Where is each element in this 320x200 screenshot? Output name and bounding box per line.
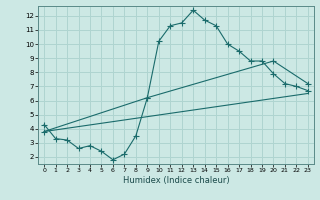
X-axis label: Humidex (Indice chaleur): Humidex (Indice chaleur) <box>123 176 229 185</box>
